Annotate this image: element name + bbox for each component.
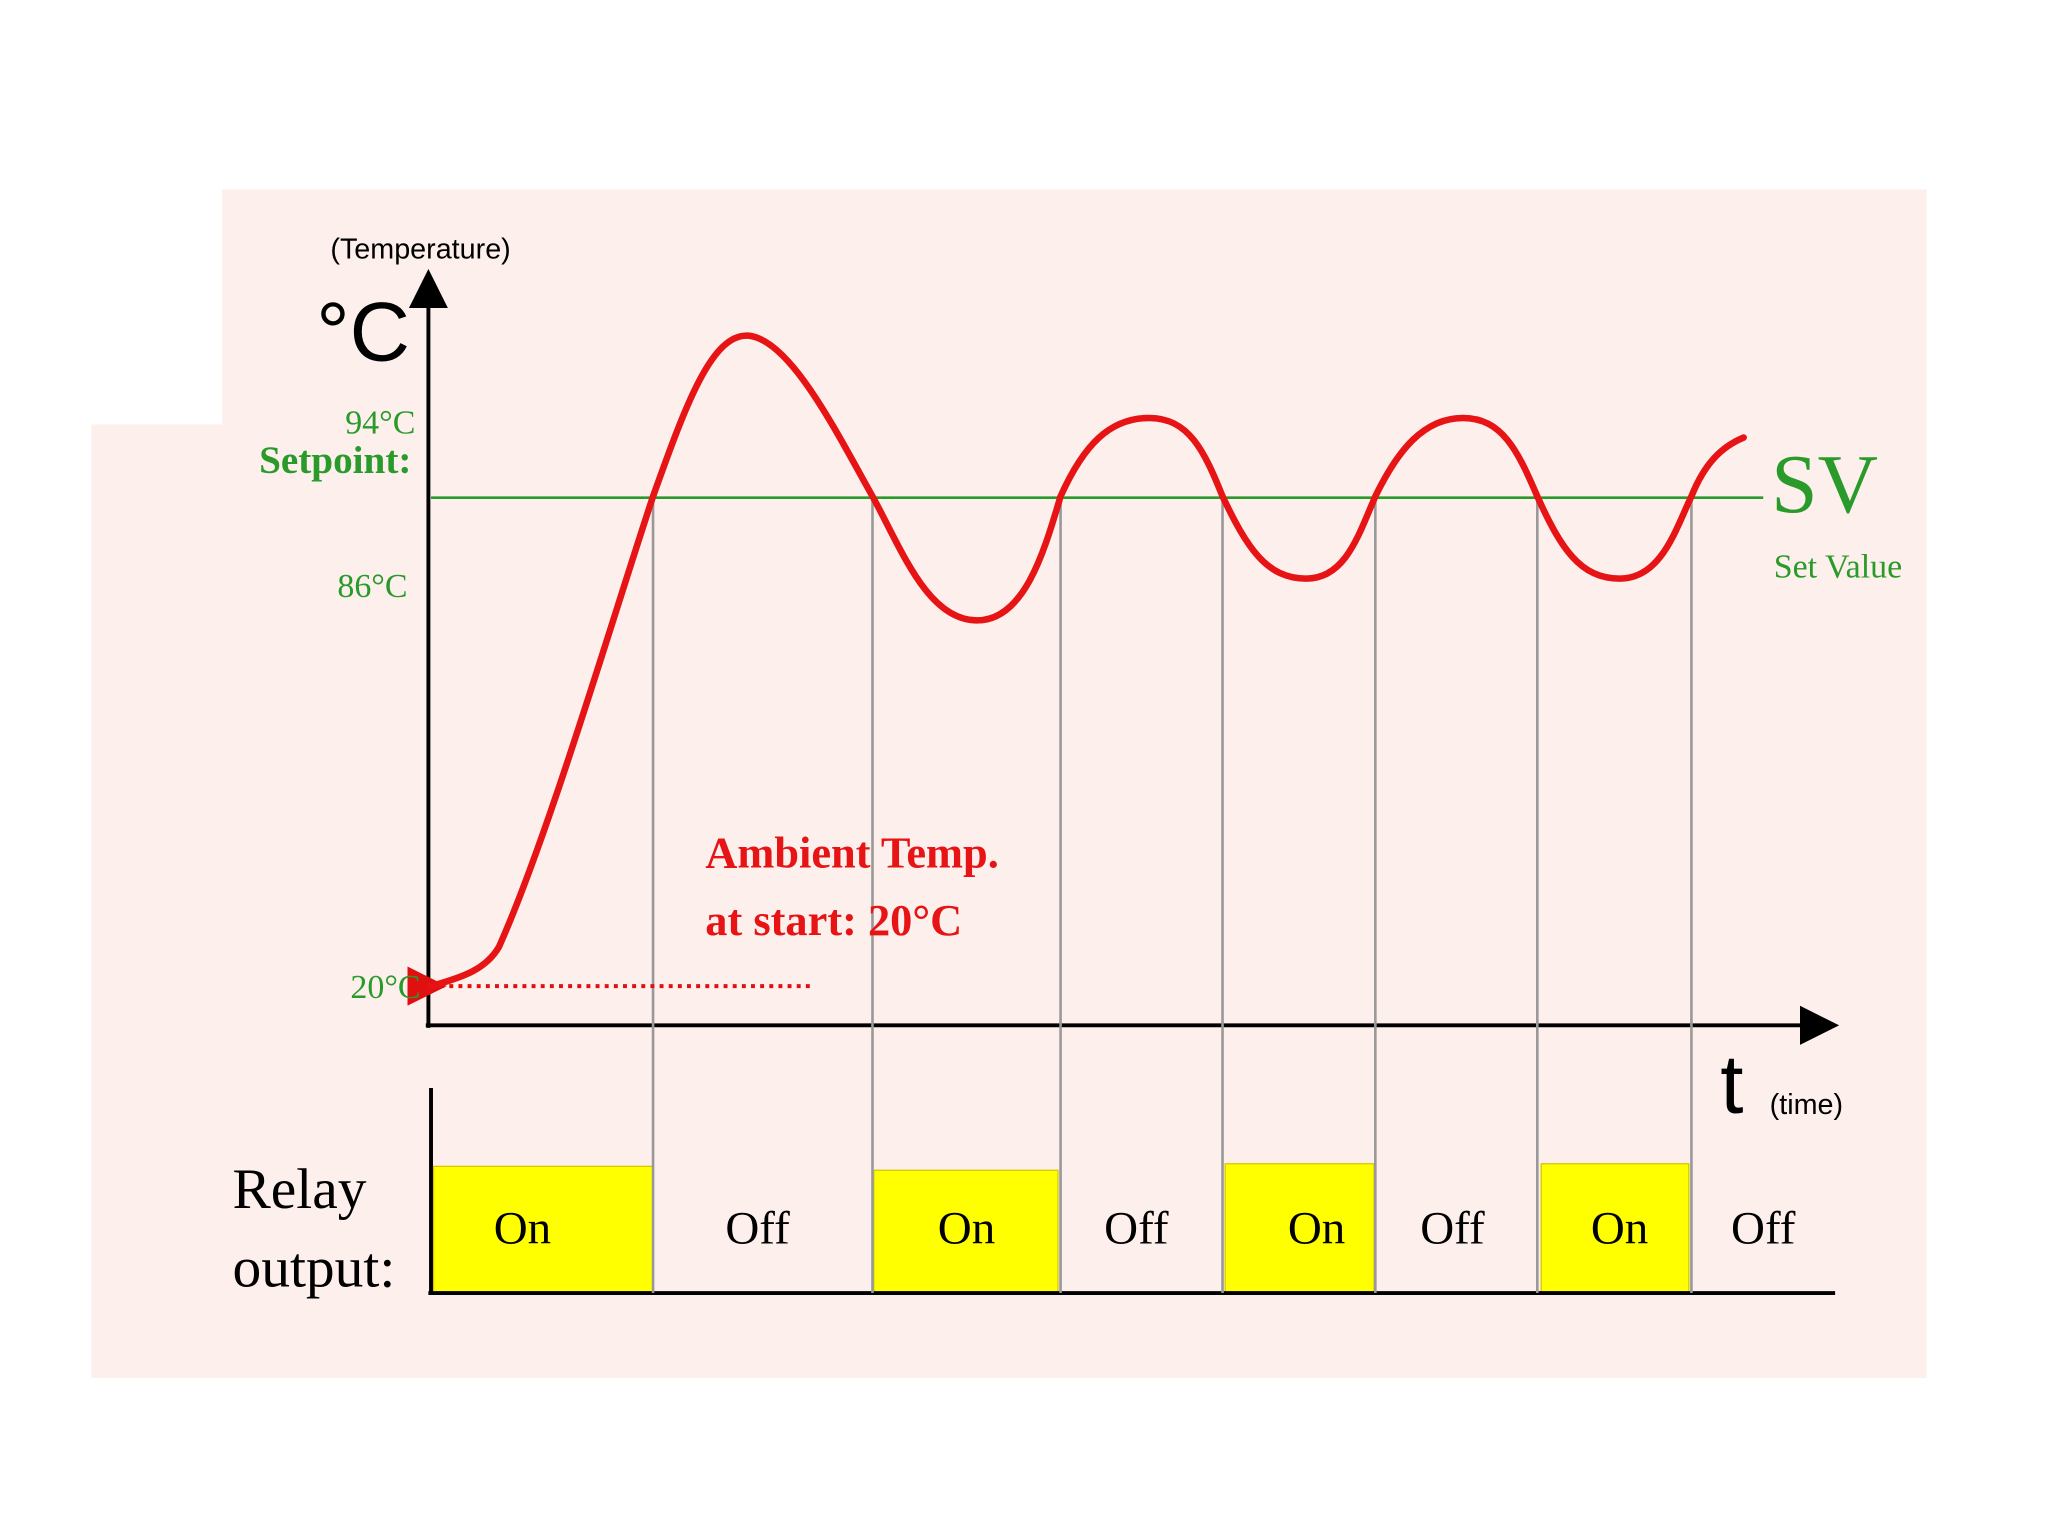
annotation: Ambient Temp. (705, 827, 999, 877)
annotation: at start: 20°C (705, 895, 962, 945)
sv-caption: Set Value (1774, 548, 1903, 585)
relay-state: Off (1420, 1202, 1485, 1254)
relay-state: On (1591, 1202, 1648, 1254)
y-caption: (Temperature) (330, 234, 510, 266)
relay-state: Off (725, 1202, 790, 1254)
temperature-curve (427, 332, 1747, 990)
relay-label: output: (232, 1237, 395, 1300)
relay-state: Off (1731, 1202, 1796, 1254)
relay-state: Off (1104, 1202, 1169, 1254)
relay-on-boxes (432, 1163, 1690, 1293)
y-unit: °C (316, 284, 410, 378)
relay-label: Relay (232, 1158, 366, 1221)
relay-state: On (1288, 1202, 1345, 1254)
sv-label: SV (1771, 439, 1878, 531)
setpoint-label: Setpoint: (259, 439, 411, 482)
level-high: 94°C (345, 405, 415, 442)
relay-state: On (938, 1202, 995, 1254)
x-unit: t (1720, 1037, 1743, 1131)
level-ambient: 20°C (350, 969, 420, 1006)
level-low: 86°C (337, 568, 407, 605)
switch-lines (651, 496, 1693, 1294)
relay-state: On (494, 1202, 551, 1254)
relay-states: On Off On Off On Off On Off (494, 1202, 1796, 1254)
x-caption: (time) (1770, 1089, 1843, 1121)
background (91, 424, 236, 1378)
